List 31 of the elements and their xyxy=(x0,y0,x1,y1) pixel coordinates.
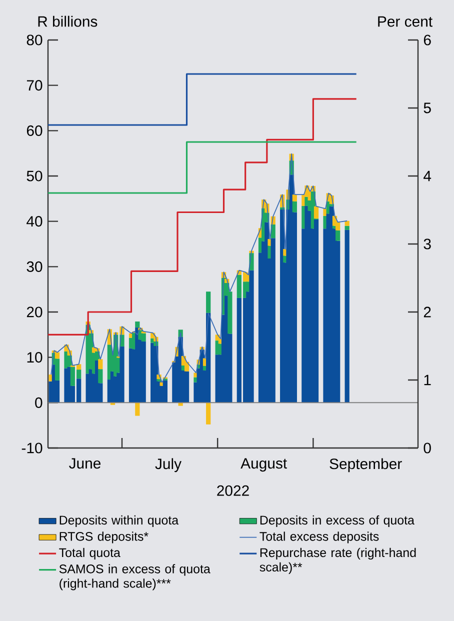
y2-tick-label: 2 xyxy=(424,306,431,318)
y-tick-label: 30 xyxy=(26,261,42,272)
legend-label: RTGS deposits* xyxy=(60,532,148,544)
y2-tick-label: 4 xyxy=(424,170,432,182)
y-tick-label: -10 xyxy=(22,442,42,454)
legend-label: SAMOS in excess of quota (right-hand scale)*** xyxy=(59,564,210,590)
x-tick-label: August xyxy=(240,458,287,472)
x-tick-label: June xyxy=(69,458,101,469)
y2-tick-label: 1 xyxy=(424,374,431,386)
y-tick-label: 60 xyxy=(26,125,42,136)
y-tick-label: 80 xyxy=(26,34,42,46)
y-axis-title: R billions xyxy=(38,16,98,27)
y-tick-label: 40 xyxy=(26,216,42,227)
y-tick-label: 0 xyxy=(35,397,42,408)
legend-label: Total quota xyxy=(59,548,120,560)
legend-label: Repurchase rate (right-hand scale)** xyxy=(260,548,416,574)
y2-tick-label: 5 xyxy=(424,102,431,114)
x-tick-label: September xyxy=(330,458,402,472)
y-tick-label: 70 xyxy=(26,80,42,91)
y2-tick-label: 6 xyxy=(424,34,431,46)
y2-tick-label: 0 xyxy=(424,442,431,454)
x-axis-title: 2022 xyxy=(217,485,249,496)
y-tick-label: 50 xyxy=(26,170,42,182)
legend-label: Total excess deposits xyxy=(260,532,379,544)
legend-label: Deposits in excess of quota xyxy=(260,515,414,528)
x-tick-label: July xyxy=(155,458,182,472)
y2-axis-title: Per cent xyxy=(378,16,432,27)
y2-tick-label: 3 xyxy=(424,238,431,250)
y-tick-label: 10 xyxy=(27,352,42,363)
y-tick-label: 20 xyxy=(26,306,42,318)
legend-label: Deposits within quota xyxy=(60,515,179,528)
